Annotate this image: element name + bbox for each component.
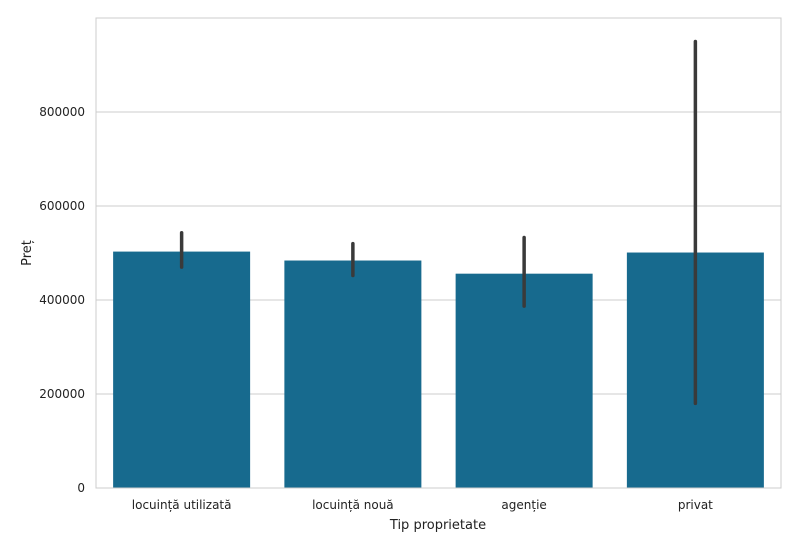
y-tick-labels: 0 200000 400000 600000 800000 [39, 105, 85, 495]
error-bars [179, 39, 698, 406]
x-tick-label-3: privat [678, 498, 713, 512]
x-tick-labels: locuință utilizată locuință nouă agenție pr… [132, 498, 713, 512]
x-tick-label-2: agenție [501, 498, 546, 512]
bars [113, 251, 764, 488]
y-axis-label: Preț [20, 240, 35, 266]
x-tick-label-0: locuință utilizată [132, 498, 232, 512]
y-tick-label-4: 800000 [39, 105, 85, 119]
y-tick-label-2: 400000 [39, 293, 85, 307]
y-tick-label-0: 0 [77, 481, 85, 495]
bar-2 [455, 273, 593, 488]
y-tick-label-3: 600000 [39, 199, 85, 213]
bar-0 [113, 251, 251, 488]
y-tick-label-1: 200000 [39, 387, 85, 401]
plot-frame [95, 17, 782, 489]
x-axis-label: Tip proprietate [389, 518, 486, 533]
bar-1 [284, 260, 422, 488]
x-tick-label-1: locuință nouă [312, 498, 394, 512]
